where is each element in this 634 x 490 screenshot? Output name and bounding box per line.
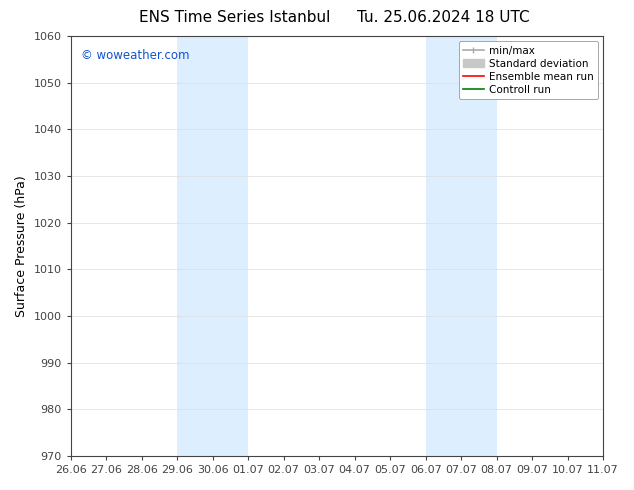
Bar (425, 36, 496, 456)
Text: ENS Time Series Istanbul: ENS Time Series Istanbul (139, 10, 330, 25)
Text: © woweather.com: © woweather.com (81, 49, 190, 62)
Y-axis label: Surface Pressure (hPa): Surface Pressure (hPa) (15, 175, 28, 317)
Bar (177, 36, 248, 456)
Text: Tu. 25.06.2024 18 UTC: Tu. 25.06.2024 18 UTC (358, 10, 530, 25)
Legend: min/max, Standard deviation, Ensemble mean run, Controll run: min/max, Standard deviation, Ensemble me… (459, 41, 598, 99)
